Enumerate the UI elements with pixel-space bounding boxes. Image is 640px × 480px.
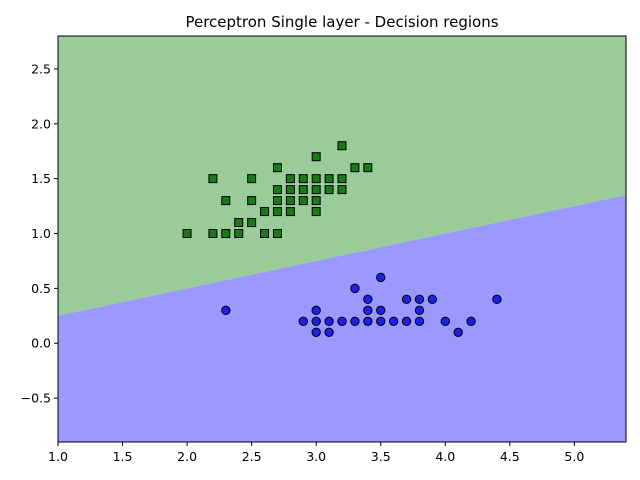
data-point-circle xyxy=(324,316,334,326)
x-tick-label: 4.5 xyxy=(500,449,520,464)
data-point-square xyxy=(311,207,321,217)
data-point-square xyxy=(285,185,295,195)
data-point-square xyxy=(221,196,231,206)
data-point-circle xyxy=(466,316,476,326)
data-point-square xyxy=(247,218,257,228)
data-point-square xyxy=(272,185,282,195)
data-point-circle xyxy=(311,327,321,337)
y-tick-label: 2.0 xyxy=(31,116,51,131)
x-tick-label: 3.0 xyxy=(306,449,326,464)
data-point-circle xyxy=(401,294,412,305)
y-axis: −0.5 0.0 0.5 1.0 1.5 2.0 2.5 xyxy=(21,61,58,406)
x-tick-label: 4.0 xyxy=(435,449,455,464)
data-point-circle xyxy=(221,305,231,316)
data-point-square xyxy=(298,185,308,195)
x-tick-label: 1.5 xyxy=(113,449,133,464)
x-tick-label: 5.0 xyxy=(564,449,584,464)
data-point-square xyxy=(247,196,257,206)
data-point-circle xyxy=(414,305,425,316)
data-point-circle xyxy=(298,316,308,326)
data-point-circle xyxy=(337,316,347,326)
y-tick-label: 1.5 xyxy=(31,171,51,186)
data-point-circle xyxy=(350,283,360,294)
data-point-circle xyxy=(363,294,373,305)
data-point-square xyxy=(234,229,244,239)
data-point-square xyxy=(311,196,321,206)
data-point-square xyxy=(208,229,218,239)
data-point-square xyxy=(350,163,360,173)
data-point-square xyxy=(337,185,347,195)
data-point-circle xyxy=(311,316,321,326)
x-tick-label: 3.5 xyxy=(371,449,391,464)
data-point-square xyxy=(285,196,295,206)
data-point-circle xyxy=(376,305,386,316)
data-point-circle xyxy=(492,294,502,305)
data-point-square xyxy=(272,163,282,173)
data-point-square xyxy=(298,174,308,184)
data-point-circle xyxy=(440,316,450,326)
data-point-square xyxy=(285,207,295,217)
data-point-square xyxy=(234,218,244,228)
chart-title: Perceptron Single layer - Decision regio… xyxy=(185,13,498,31)
x-axis: 1.0 1.5 2.0 2.5 3.0 3.5 4.0 4.5 5.0 xyxy=(48,442,584,464)
data-point-square xyxy=(182,229,192,239)
data-point-circle xyxy=(414,294,425,305)
data-point-square xyxy=(272,207,282,217)
points-layer xyxy=(182,141,502,337)
y-tick-label: 2.5 xyxy=(31,61,51,76)
data-point-circle xyxy=(376,272,386,283)
data-point-circle xyxy=(376,316,386,326)
data-point-circle xyxy=(401,316,412,326)
data-point-square xyxy=(272,229,282,239)
data-point-square xyxy=(247,174,257,184)
data-point-circle xyxy=(350,316,360,326)
data-point-square xyxy=(363,163,373,173)
data-point-square xyxy=(337,174,347,184)
x-tick-label: 2.5 xyxy=(242,449,262,464)
data-point-circle xyxy=(324,327,334,337)
data-point-circle xyxy=(414,316,425,326)
x-tick-label: 1.0 xyxy=(48,449,68,464)
y-tick-label: 0.5 xyxy=(31,281,51,296)
y-tick-label: −0.5 xyxy=(21,391,51,406)
data-point-square xyxy=(260,229,270,239)
data-point-circle xyxy=(311,305,321,316)
y-tick-label: 0.0 xyxy=(31,336,51,351)
data-point-square xyxy=(324,174,334,184)
data-point-square xyxy=(324,185,334,195)
plot-area xyxy=(57,35,627,443)
plot-frame xyxy=(57,35,627,443)
data-point-square xyxy=(221,229,231,239)
data-point-circle xyxy=(427,294,438,305)
data-point-circle xyxy=(453,327,463,337)
data-point-square xyxy=(260,207,270,217)
data-point-square xyxy=(208,174,218,184)
data-point-square xyxy=(311,185,321,195)
data-point-square xyxy=(311,152,321,162)
data-point-square xyxy=(272,196,282,206)
data-point-square xyxy=(298,196,308,206)
y-tick-label: 1.0 xyxy=(31,226,51,241)
data-point-circle xyxy=(363,305,373,316)
x-tick-label: 2.0 xyxy=(177,449,197,464)
data-point-circle xyxy=(388,316,399,326)
data-point-square xyxy=(285,174,295,184)
data-point-square xyxy=(311,174,321,184)
data-point-square xyxy=(337,141,347,151)
data-point-circle xyxy=(363,316,373,326)
